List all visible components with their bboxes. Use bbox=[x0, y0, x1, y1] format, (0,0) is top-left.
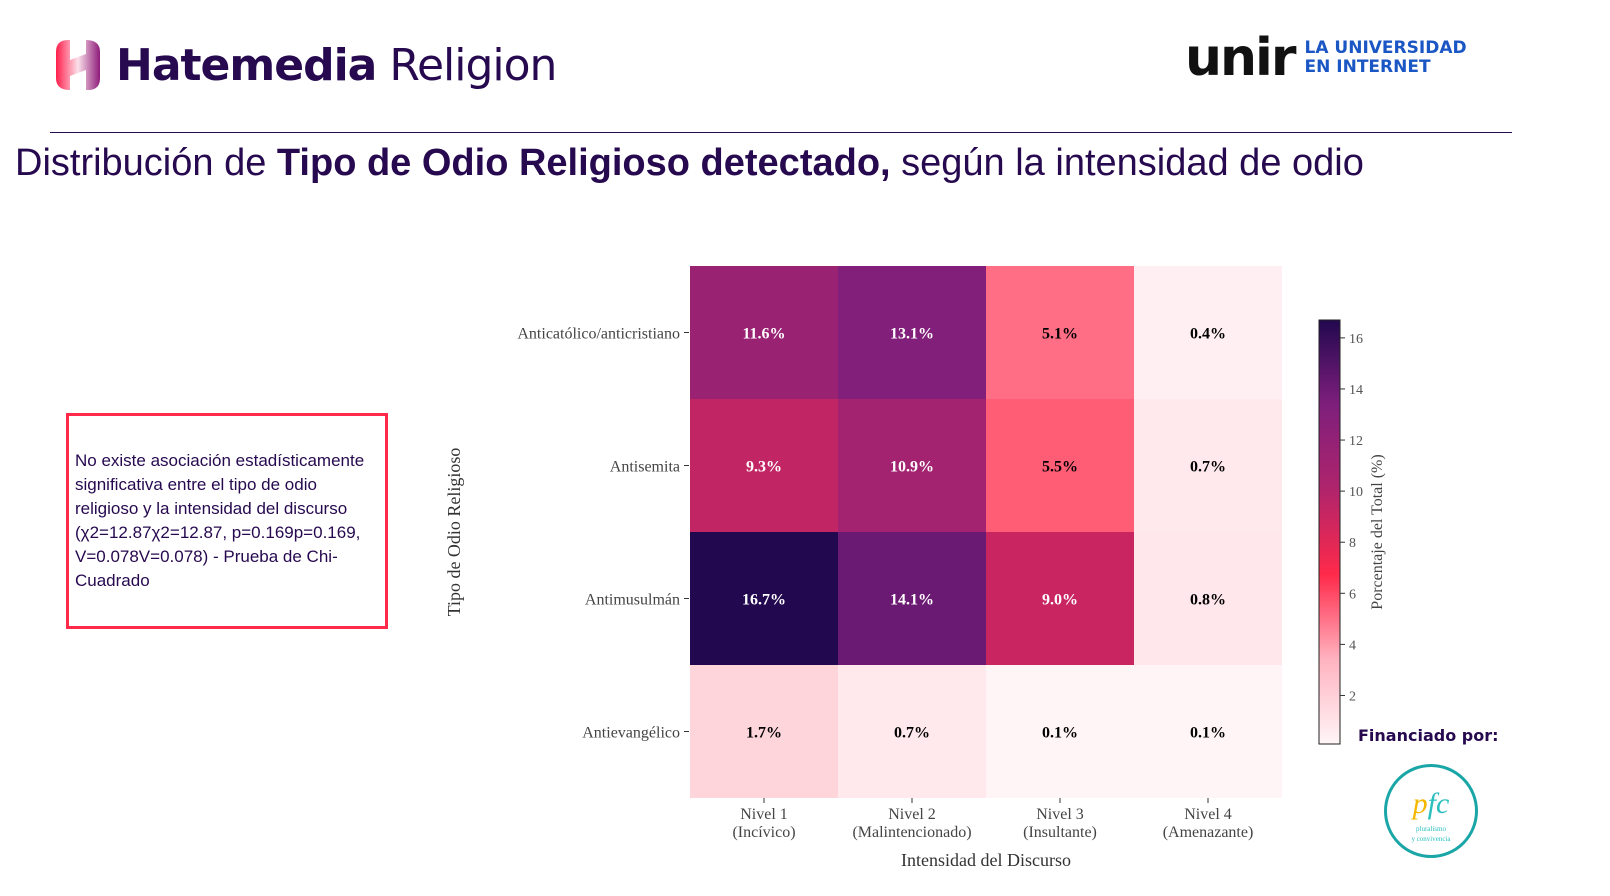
statistical-note: No existe asociación estadísticamente si… bbox=[66, 413, 388, 629]
y-tick-label: Antimusulmán bbox=[585, 592, 680, 609]
cell-label: 0.1% bbox=[1042, 725, 1078, 742]
cell-label: 11.6% bbox=[742, 326, 785, 343]
cell-label: 5.1% bbox=[1042, 326, 1078, 343]
colorbar bbox=[1318, 319, 1341, 745]
cell-label: 14.1% bbox=[890, 592, 934, 609]
unir-logo: unir LA UNIVERSIDAD EN INTERNET bbox=[1185, 28, 1467, 88]
y-tick-label: Antievangélico bbox=[582, 725, 680, 742]
y-tick-label: Anticatólico/anticristiano bbox=[517, 326, 680, 343]
cell-label: 10.9% bbox=[890, 459, 934, 476]
heatmap-cell bbox=[1134, 266, 1282, 399]
svg-text:pfc: pfc bbox=[1411, 787, 1450, 820]
heatmap-cell bbox=[986, 665, 1134, 798]
cell-label: 0.8% bbox=[1190, 592, 1226, 609]
svg-text:pluralismo: pluralismo bbox=[1416, 825, 1446, 833]
colorbar-tick-label: 4 bbox=[1349, 638, 1356, 653]
colorbar-tick-label: 12 bbox=[1349, 434, 1363, 449]
divider bbox=[50, 132, 1512, 133]
colorbar-tick-label: 6 bbox=[1349, 587, 1356, 602]
unir-sub1: LA UNIVERSIDAD bbox=[1304, 38, 1467, 58]
cell-label: 13.1% bbox=[890, 326, 934, 343]
heatmap-cell bbox=[838, 399, 986, 532]
fpc-logo: pfc pluralismo y convivencia bbox=[1384, 764, 1478, 858]
heatmap-cell bbox=[986, 532, 1134, 665]
x-tick-label: Nivel 2 bbox=[888, 806, 936, 823]
brand-light: Religion bbox=[389, 39, 557, 91]
x-tick-label: (Malintencionado) bbox=[852, 824, 971, 841]
heatmap-cell bbox=[1134, 665, 1282, 798]
cell-label: 9.0% bbox=[1042, 592, 1078, 609]
heatmap-cell bbox=[1134, 532, 1282, 665]
funding-label: Financiado por: bbox=[1358, 726, 1499, 745]
heatmap-cell bbox=[838, 532, 986, 665]
colorbar-tick-label: 8 bbox=[1349, 536, 1356, 551]
heatmap-cell bbox=[1134, 399, 1282, 532]
hatemedia-mark-icon bbox=[56, 40, 100, 90]
colorbar-tick-label: 14 bbox=[1349, 383, 1363, 398]
heatmap-cell bbox=[986, 399, 1134, 532]
colorbar-tick-label: 16 bbox=[1349, 332, 1363, 347]
heatmap-cell bbox=[690, 266, 838, 399]
cell-label: 0.4% bbox=[1190, 326, 1226, 343]
x-tick-label: Nivel 4 bbox=[1184, 806, 1232, 823]
heatmap-cell bbox=[838, 665, 986, 798]
colorbar-label: Porcentaje del Total (%) bbox=[1369, 454, 1386, 609]
svg-text:y convivencia: y convivencia bbox=[1411, 835, 1451, 843]
cell-label: 0.7% bbox=[894, 725, 930, 742]
colorbar-tick-label: 2 bbox=[1349, 689, 1356, 704]
brand-bold: Hatemedia bbox=[116, 39, 377, 91]
cell-label: 0.7% bbox=[1190, 459, 1226, 476]
heatmap-cell bbox=[690, 532, 838, 665]
cell-label: 9.3% bbox=[746, 459, 782, 476]
cell-label: 0.1% bbox=[1190, 725, 1226, 742]
y-axis-label: Tipo de Odio Religioso bbox=[444, 448, 464, 617]
heatmap-cell bbox=[986, 266, 1134, 399]
colorbar-tick-label: 10 bbox=[1349, 485, 1363, 500]
unir-sub2: EN INTERNET bbox=[1304, 57, 1431, 77]
cell-label: 5.5% bbox=[1042, 459, 1078, 476]
x-tick-label: (Amenazante) bbox=[1163, 824, 1254, 841]
x-tick-label: (Incívico) bbox=[732, 824, 795, 841]
unir-wordmark: unir bbox=[1185, 28, 1297, 88]
cell-label: 16.7% bbox=[742, 592, 786, 609]
x-axis-label: Intensidad del Discurso bbox=[901, 850, 1071, 870]
page-title: Distribución de Tipo de Odio Religioso d… bbox=[15, 142, 1364, 184]
hatemedia-logo: Hatemedia Religion bbox=[52, 38, 557, 92]
x-tick-label: Nivel 3 bbox=[1036, 806, 1084, 823]
heatmap-cell bbox=[690, 665, 838, 798]
cell-label: 1.7% bbox=[746, 725, 782, 742]
heatmap-cell bbox=[690, 399, 838, 532]
x-tick-label: Nivel 1 bbox=[740, 806, 788, 823]
heatmap-cell bbox=[838, 266, 986, 399]
x-tick-label: (Insultante) bbox=[1023, 824, 1097, 841]
y-tick-label: Antisemita bbox=[610, 459, 680, 476]
